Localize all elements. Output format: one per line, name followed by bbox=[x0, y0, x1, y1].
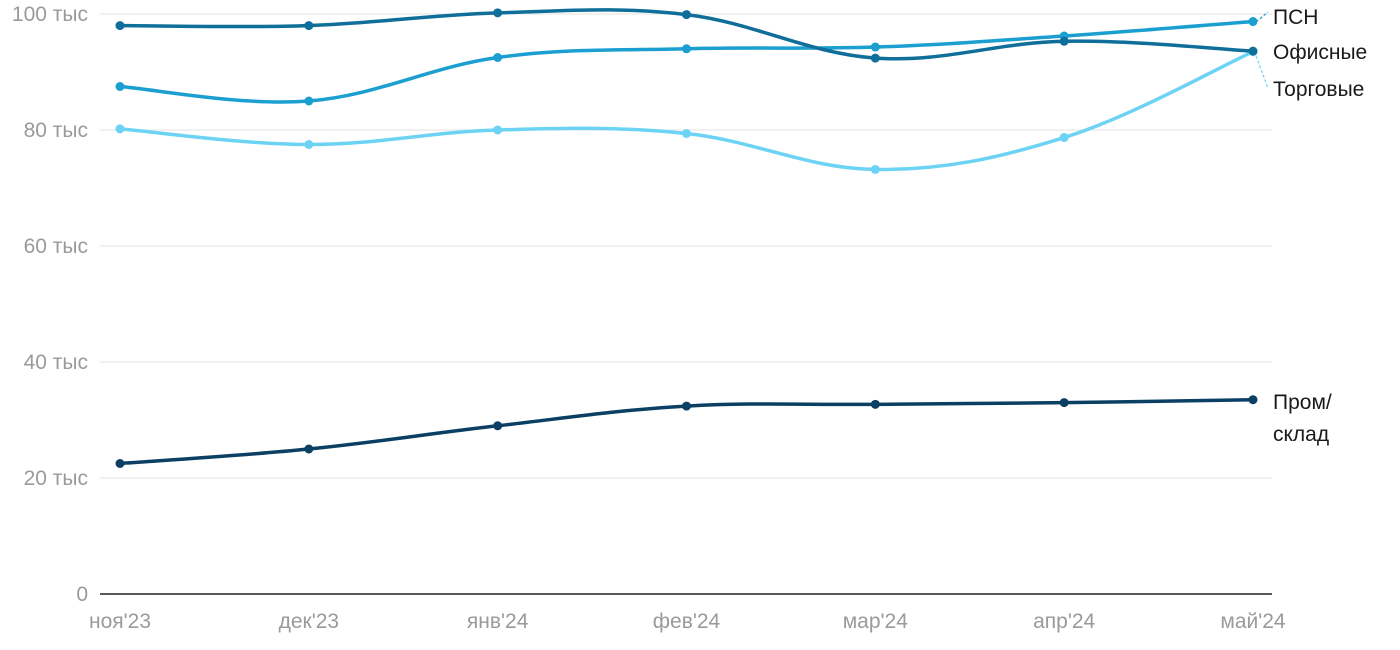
x-tick-label: янв'24 bbox=[467, 610, 529, 633]
data-point-psn bbox=[682, 44, 691, 54]
data-point-psn bbox=[304, 96, 314, 106]
x-axis-ticks: ноя'23 дек'23 янв'24 фев'24 мар'24 апр'24 май'… bbox=[89, 610, 1286, 633]
y-tick-label: 40 тыс bbox=[24, 351, 88, 374]
series-layer bbox=[115, 8, 1258, 468]
y-tick-label: 60 тыс bbox=[24, 235, 88, 258]
data-point-retail bbox=[682, 128, 691, 138]
data-point-office bbox=[870, 53, 880, 63]
x-tick-label: мар'24 bbox=[843, 610, 908, 633]
data-point-industrial bbox=[1059, 398, 1069, 408]
data-point-industrial bbox=[493, 421, 503, 431]
data-point-industrial bbox=[115, 459, 125, 468]
data-point-retail bbox=[115, 124, 125, 134]
series-retail bbox=[115, 47, 1258, 174]
data-point-industrial bbox=[304, 444, 314, 454]
x-tick-label: ноя'23 bbox=[89, 610, 151, 633]
series-office bbox=[115, 8, 1258, 63]
data-point-retail bbox=[870, 164, 880, 174]
y-tick-label: 20 тыс bbox=[24, 467, 88, 490]
data-point-office bbox=[493, 8, 503, 18]
y-tick-label: 0 bbox=[76, 583, 88, 606]
x-tick-label: фев'24 bbox=[653, 610, 721, 633]
data-point-office bbox=[1059, 36, 1069, 46]
x-tick-label: дек'23 bbox=[279, 610, 340, 633]
series-labels: ПСН Офисные Торговые Пром/склад bbox=[1255, 6, 1367, 446]
y-tick-label: 80 тыс bbox=[24, 119, 88, 142]
series-label-industrial: склад bbox=[1273, 423, 1329, 446]
data-point-psn bbox=[493, 53, 503, 62]
label-leader-psn bbox=[1255, 11, 1269, 23]
x-tick-label: май'24 bbox=[1220, 610, 1286, 633]
label-leader-retail bbox=[1255, 55, 1269, 89]
data-point-office bbox=[304, 21, 314, 31]
series-industrial bbox=[115, 395, 1258, 468]
data-point-retail bbox=[304, 140, 314, 149]
series-label-psn: ПСН bbox=[1273, 6, 1318, 29]
data-point-psn bbox=[1248, 17, 1258, 27]
data-point-office bbox=[115, 21, 125, 31]
data-point-psn bbox=[870, 42, 880, 52]
series-line-retail bbox=[118, 49, 1255, 172]
series-psn bbox=[115, 17, 1258, 106]
series-label-retail: Торговые bbox=[1273, 78, 1364, 101]
data-point-retail bbox=[493, 125, 503, 135]
x-tick-label: апр'24 bbox=[1033, 610, 1095, 633]
data-point-industrial bbox=[682, 401, 691, 411]
data-point-psn bbox=[115, 82, 125, 91]
series-label-industrial: Пром/ bbox=[1273, 391, 1332, 414]
data-point-industrial bbox=[1248, 395, 1258, 405]
data-point-office bbox=[682, 10, 691, 20]
data-point-office bbox=[1248, 46, 1258, 56]
series-line-psn bbox=[118, 19, 1255, 104]
data-point-industrial bbox=[870, 399, 880, 409]
y-axis-ticks: 0 20 тыс 40 тыс 60 тыс 80 тыс 100 тыс bbox=[12, 3, 88, 606]
y-tick-label: 100 тыс bbox=[12, 3, 88, 26]
series-label-office: Офисные bbox=[1273, 41, 1367, 64]
data-point-retail bbox=[1059, 133, 1069, 143]
